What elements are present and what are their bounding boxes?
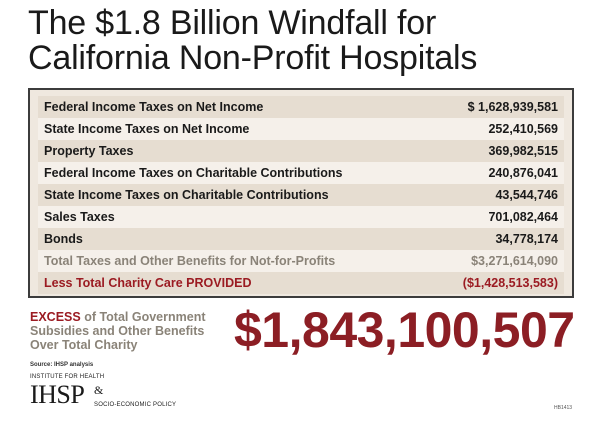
- total-value: $3,271,614,090: [471, 254, 558, 268]
- table-row: Federal Income Taxes on Net Income $ 1,6…: [38, 96, 564, 118]
- row-label: Property Taxes: [44, 144, 134, 158]
- row-value: 701,082,464: [488, 210, 558, 224]
- table-row: State Income Taxes on Charitable Contrib…: [38, 184, 564, 206]
- excess-accent: EXCESS: [30, 310, 81, 324]
- row-value: $ 1,628,939,581: [467, 100, 558, 114]
- row-value: 240,876,041: [488, 166, 558, 180]
- row-label: Sales Taxes: [44, 210, 115, 224]
- figure-code: HB1413: [554, 405, 573, 411]
- table-row: State Income Taxes on Net Income 252,410…: [38, 118, 564, 140]
- windfall-amount: $1,843,100,507: [234, 302, 575, 358]
- table-rows: Federal Income Taxes on Net Income $ 1,6…: [38, 96, 564, 294]
- row-label: Federal Income Taxes on Charitable Contr…: [44, 166, 343, 180]
- page-title: The $1.8 Billion Windfall for California…: [28, 6, 588, 76]
- logo-mark: IHSP: [30, 380, 85, 409]
- row-value: 43,544,746: [495, 188, 558, 202]
- table-row: Federal Income Taxes on Charitable Contr…: [38, 162, 564, 184]
- logo-sub-text: SOCIO-ECONOMIC POLICY: [94, 402, 177, 408]
- row-value: 34,778,174: [495, 232, 558, 246]
- row-label: Federal Income Taxes on Net Income: [44, 100, 264, 114]
- title-line-2: California Non-Profit Hospitals: [28, 39, 478, 77]
- logo-ampersand: &: [94, 383, 104, 397]
- row-label: State Income Taxes on Charitable Contrib…: [44, 188, 329, 202]
- logo-top-text: INSTITUTE FOR HEALTH: [30, 374, 105, 380]
- table-row: Bonds 34,778,174: [38, 228, 564, 250]
- charity-care-label: Less Total Charity Care PROVIDED: [44, 276, 252, 290]
- total-row: Total Taxes and Other Benefits for Not-f…: [38, 250, 564, 272]
- source-note: Source: IHSP analysis: [30, 362, 94, 368]
- table-row: Sales Taxes 701,082,464: [38, 206, 564, 228]
- excess-line-3: Over Total Charity: [30, 338, 138, 352]
- table-row: Property Taxes 369,982,515: [38, 140, 564, 162]
- tax-benefits-table: Federal Income Taxes on Net Income $ 1,6…: [28, 88, 574, 298]
- charity-care-value: ($1,428,513,583): [462, 276, 558, 290]
- title-line-1: The $1.8 Billion Windfall for: [28, 4, 437, 42]
- row-label: Bonds: [44, 232, 83, 246]
- row-value: 369,982,515: [488, 144, 558, 158]
- row-value: 252,410,569: [488, 122, 558, 136]
- excess-caption: EXCESS of Total Government Subsidies and…: [30, 310, 230, 352]
- charity-care-row: Less Total Charity Care PROVIDED ($1,428…: [38, 272, 564, 294]
- total-label: Total Taxes and Other Benefits for Not-f…: [44, 254, 336, 268]
- ihsp-logo: INSTITUTE FOR HEALTH IHSP & SOCIO-ECONOM…: [30, 374, 260, 416]
- excess-line-1: of Total Government: [80, 310, 206, 324]
- row-label: State Income Taxes on Net Income: [44, 122, 250, 136]
- excess-line-2: Subsidies and Other Benefits: [30, 324, 205, 338]
